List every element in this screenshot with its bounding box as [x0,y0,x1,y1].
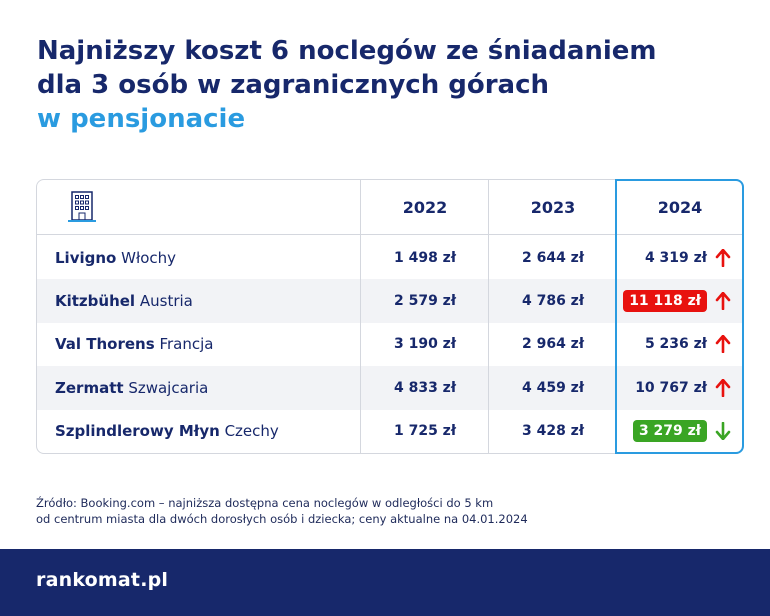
footer: rankomat.pl [0,549,770,616]
price-2023: 2 964 zł [521,336,585,352]
country-name: Włochy [121,249,177,267]
price-2024: 10 767 zł [635,380,707,396]
column-divider [488,180,489,453]
table-row: Kitzbühel Austria 2 579 zł 4 786 zł 11 118 … [37,279,742,323]
price-2024-cell: 3 279 zł [617,409,743,453]
location-cell: Val Thorens Francja [55,322,213,366]
column-divider [360,180,361,453]
price-2024: 4 319 zł [644,250,707,266]
year-2023-header: 2023 [530,197,576,217]
year-2024-header: 2024 [657,197,703,217]
source-note: Źródło: Booking.com – najniższa dostępna… [36,495,528,527]
price-table: 2022 2023 2024 Livigno Włochy 1 498 zł 2 6… [36,179,744,454]
price-2022: 2 579 zł [393,293,457,309]
location-cell: Kitzbühel Austria [55,279,193,323]
source-line-2: od centrum miasta dla dwóch dorosłych os… [36,512,528,526]
place-name: Zermatt [55,379,124,397]
arrow-up-icon [715,292,731,310]
country-name: Austria [139,292,193,310]
page-title: Najniższy koszt 6 noclegów ze śniadaniem… [37,34,657,136]
price-2024-cell: 10 767 zł [617,366,743,410]
location-cell: Zermatt Szwajcaria [55,366,208,410]
country-name: Francja [159,335,214,353]
title-line-2: dla 3 osób w zagranicznych górach [37,70,550,100]
price-2023: 3 428 zł [521,423,585,439]
price-2023: 4 786 zł [521,293,585,309]
place-name: Szplindlerowy Młyn [55,422,220,440]
table-row: Val Thorens Francja 3 190 zł 2 964 zł 5 236… [37,322,742,366]
place-name: Kitzbühel [55,292,136,310]
country-name: Czechy [224,422,279,440]
price-2024-cell: 11 118 zł [617,279,743,323]
rankomat-logo: rankomat.pl [36,569,169,591]
location-cell: Livigno Włochy [55,236,176,280]
price-2023: 4 459 zł [521,380,585,396]
hotel-building-icon [67,180,107,234]
arrow-up-icon [715,379,731,397]
title-line-3: w pensjonacie [37,104,246,134]
arrow-up-icon [715,249,731,267]
price-2024: 11 118 zł [623,290,707,312]
table-row: Szplindlerowy Młyn Czechy 1 725 zł 3 428 z… [37,409,742,453]
title-line-1: Najniższy koszt 6 noclegów ze śniadaniem [37,36,657,66]
price-2024: 5 236 zł [644,336,707,352]
arrow-up-icon [715,335,731,353]
price-2022: 4 833 zł [393,380,457,396]
year-2022-header: 2022 [402,197,448,217]
table-row: Zermatt Szwajcaria 4 833 zł 4 459 zł 10 767… [37,366,742,410]
table-header: 2022 2023 2024 [37,180,742,235]
price-2024: 3 279 zł [632,420,707,442]
country-name: Szwajcaria [128,379,209,397]
price-2024-cell: 5 236 zł [617,322,743,366]
location-cell: Szplindlerowy Młyn Czechy [55,409,279,453]
price-2022: 3 190 zł [393,336,457,352]
price-2022: 1 498 zł [393,250,457,266]
place-name: Val Thorens [55,335,155,353]
source-line-1: Źródło: Booking.com – najniższa dostępna… [36,496,494,510]
price-2022: 1 725 zł [393,423,457,439]
place-name: Livigno [55,249,117,267]
price-2024-cell: 4 319 zł [617,236,743,280]
arrow-down-icon [715,422,731,440]
price-2023: 2 644 zł [521,250,585,266]
table-row: Livigno Włochy 1 498 zł 2 644 zł 4 319 zł [37,236,742,280]
